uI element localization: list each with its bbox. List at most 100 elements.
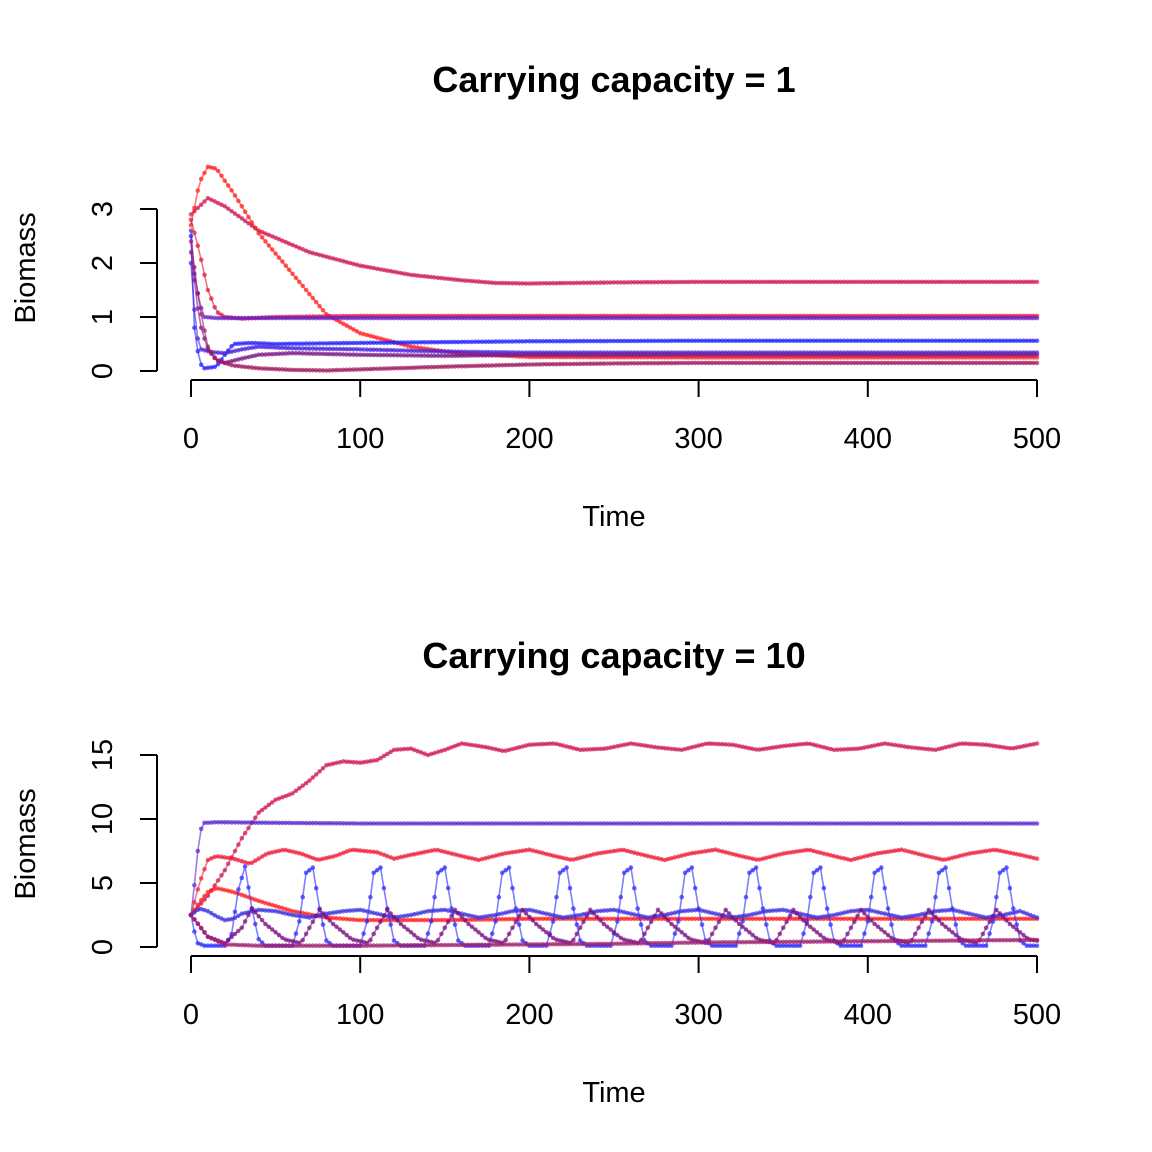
data-point (408, 353, 414, 358)
data-point (885, 352, 891, 358)
data-point (655, 913, 661, 919)
data-point (378, 366, 383, 372)
data-point (1011, 924, 1016, 930)
data-point (405, 913, 410, 918)
series-2 (188, 164, 1040, 360)
data-point (797, 360, 803, 366)
data-point (341, 340, 346, 346)
data-point (408, 348, 414, 354)
data-point (425, 908, 431, 914)
data-point (882, 821, 887, 826)
data-point (943, 352, 948, 358)
data-point (374, 352, 380, 358)
data-point (486, 280, 492, 285)
data-point (205, 943, 211, 948)
data-point (523, 339, 529, 344)
data-point (757, 315, 762, 321)
data-point (774, 744, 779, 750)
data-point (882, 352, 887, 358)
data-point (341, 916, 346, 922)
data-point (689, 940, 695, 945)
data-point (960, 916, 965, 922)
data-point (912, 916, 918, 922)
data-point (818, 338, 823, 344)
data-point (246, 943, 251, 948)
data-point (439, 349, 444, 354)
data-point (963, 741, 969, 746)
data-point (1007, 338, 1013, 344)
data-point (280, 345, 285, 351)
data-point (198, 257, 204, 263)
data-point (632, 916, 637, 922)
data-point (665, 315, 671, 321)
data-point (571, 361, 576, 367)
data-point (374, 821, 380, 826)
data-point (753, 352, 759, 358)
data-point (415, 353, 421, 358)
data-point (777, 907, 783, 913)
data-point (269, 247, 275, 252)
data-point (354, 367, 360, 372)
data-point (469, 339, 475, 345)
data-point (486, 349, 492, 355)
data-point (753, 939, 759, 945)
data-point (946, 916, 952, 922)
data-point (777, 360, 783, 366)
data-point (598, 821, 603, 826)
data-point (804, 315, 810, 321)
data-point (747, 930, 752, 935)
data-point (503, 867, 509, 873)
data-point (743, 279, 749, 285)
data-point (357, 821, 363, 826)
data-point (1027, 742, 1033, 748)
data-point (784, 939, 789, 945)
data-point (459, 349, 465, 355)
data-point (885, 906, 891, 911)
data-point (618, 916, 624, 922)
data-point (865, 821, 871, 826)
data-point (1000, 352, 1006, 358)
data-point (435, 937, 441, 943)
data-point (405, 917, 410, 923)
data-point (953, 922, 959, 927)
data-point (1011, 279, 1016, 285)
data-point (557, 870, 563, 876)
data-point (689, 315, 695, 321)
data-point (598, 280, 603, 285)
data-point (415, 365, 421, 370)
data-point (919, 746, 925, 751)
data-point (669, 338, 674, 344)
data-point (192, 929, 197, 934)
data-point (297, 913, 302, 919)
data-point (872, 821, 877, 826)
data-point (1014, 315, 1019, 321)
data-point (885, 279, 891, 285)
data-point (987, 315, 992, 321)
data-point (381, 315, 387, 321)
data-point (198, 312, 204, 317)
x-tick-label: 400 (844, 999, 892, 1031)
data-point (655, 821, 661, 826)
data-point (1024, 338, 1030, 344)
data-point (598, 941, 603, 947)
data-point (780, 821, 786, 826)
data-point (632, 741, 637, 747)
data-point (523, 362, 529, 367)
data-point (939, 921, 945, 927)
data-point (824, 906, 830, 911)
data-point (337, 319, 343, 325)
data-point (236, 887, 241, 892)
data-point (337, 367, 343, 373)
data-point (503, 352, 509, 358)
data-point (642, 821, 647, 826)
data-point (682, 352, 688, 358)
data-point (232, 931, 238, 937)
data-point (740, 338, 745, 344)
data-point (584, 280, 590, 286)
data-point (374, 943, 380, 948)
data-point (516, 352, 522, 358)
data-point (764, 279, 769, 285)
data-point (797, 939, 803, 945)
data-point (828, 315, 833, 321)
data-point (713, 940, 718, 945)
